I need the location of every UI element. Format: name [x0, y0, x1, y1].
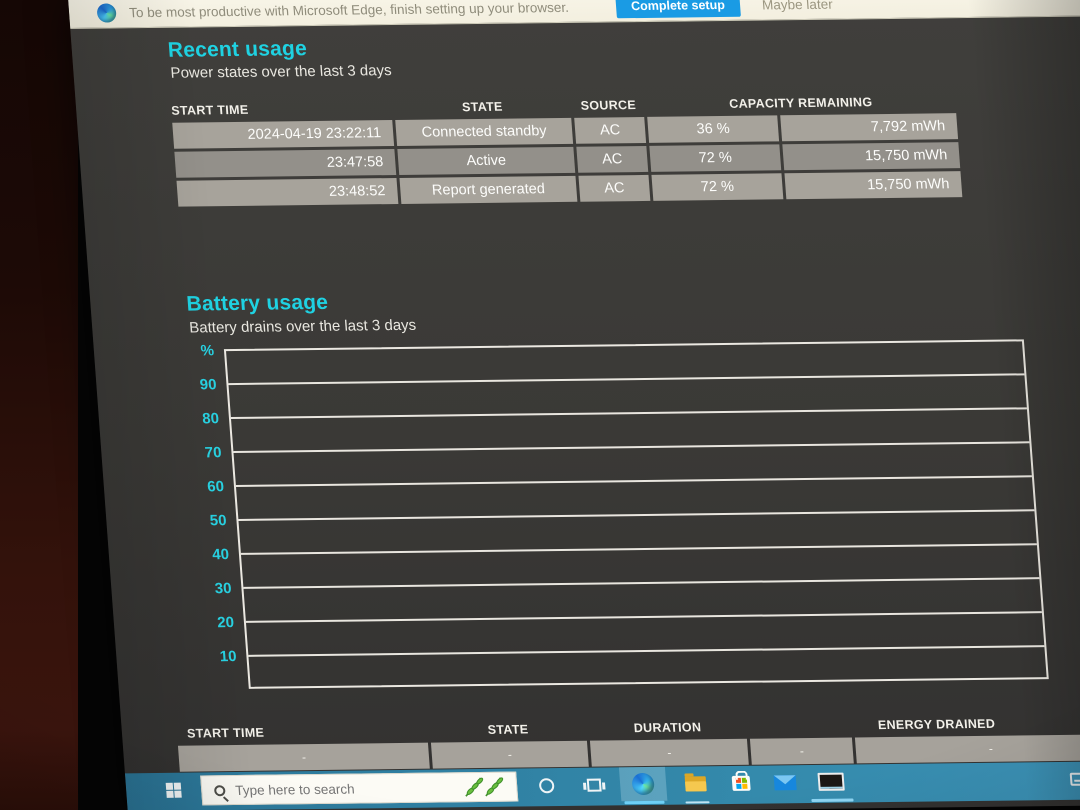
windows-logo-icon: [165, 782, 182, 798]
search-leaves-icon: [465, 777, 504, 797]
y-axis-label: 60: [206, 478, 225, 496]
table-cell: 36 %: [647, 115, 780, 143]
y-axis-label: 30: [214, 580, 233, 598]
col-header-state: STATE: [487, 722, 529, 737]
mail-button[interactable]: [763, 765, 807, 799]
y-axis-label: 10: [219, 647, 238, 666]
chart-gridline: [238, 509, 1035, 521]
table-cell: AC: [578, 174, 651, 202]
col-header-duration: DURATION: [633, 720, 702, 736]
y-axis-label: 50: [209, 512, 228, 530]
table-cell: 15,750 mWh: [784, 171, 963, 200]
touch-keyboard-icon: [1069, 772, 1080, 786]
table-cell: 7,792 mWh: [780, 113, 959, 142]
edge-notification-bar: To be most productive with Microsoft Edg…: [68, 0, 1080, 29]
y-axis-label: 70: [204, 444, 223, 462]
table-cell: 15,750 mWh: [782, 142, 961, 171]
table-cell: AC: [574, 116, 647, 144]
background-red-ambient: [0, 0, 78, 810]
app-window-icon: [817, 772, 845, 791]
table-cell: -: [177, 742, 430, 772]
battery-drain-chart: [223, 339, 1049, 689]
col-header-start-time: START TIME: [186, 725, 265, 741]
chart-gridline: [243, 577, 1040, 589]
store-icon: [731, 775, 751, 791]
y-axis-label: %: [200, 342, 215, 360]
table-cell: AC: [576, 145, 649, 173]
table-cell: -: [430, 740, 589, 769]
open-app-button[interactable]: [807, 764, 855, 799]
complete-setup-button[interactable]: Complete setup: [615, 0, 741, 19]
col-header-capacity-remaining: CAPACITY REMAINING: [728, 95, 873, 111]
start-button[interactable]: [155, 773, 191, 807]
cortana-icon: [538, 777, 555, 793]
battery-usage-subtitle: Battery drains over the last 3 days: [188, 316, 417, 337]
table-cell: -: [589, 738, 749, 767]
chart-gridline: [233, 441, 1030, 454]
search-icon: [213, 784, 226, 796]
mail-icon: [773, 774, 797, 790]
touch-keyboard-button[interactable]: [1060, 762, 1080, 796]
chart-gridline: [228, 373, 1025, 386]
table-cell: Active: [397, 146, 576, 175]
col-header-start-time: START TIME: [170, 102, 249, 118]
taskbar-search-box[interactable]: [200, 771, 519, 806]
task-view-button[interactable]: [573, 767, 615, 801]
notification-message: To be most productive with Microsoft Edg…: [128, 0, 570, 21]
table-cell: -: [749, 737, 854, 765]
explorer-running-indicator: [685, 801, 710, 804]
table-cell: -: [854, 734, 1080, 764]
y-axis-label: 40: [211, 546, 230, 564]
chart-gridline: [240, 543, 1037, 555]
chart-gridline: [230, 407, 1027, 420]
chart-gridline: [248, 645, 1045, 657]
store-button[interactable]: [719, 766, 763, 800]
file-explorer-icon: [684, 775, 707, 792]
cortana-button[interactable]: [525, 768, 567, 802]
maybe-later-link[interactable]: Maybe later: [761, 0, 834, 13]
monitor-screen: To be most productive with Microsoft Edg…: [68, 0, 1080, 810]
col-header-state: STATE: [461, 99, 504, 115]
col-header-energy-drained: ENERGY DRAINED: [877, 716, 996, 733]
power-states-table: START TIME STATE SOURCE CAPACITY REMAINI…: [170, 84, 963, 207]
y-axis-label: 20: [216, 614, 235, 632]
table-cell: 2024-04-19 23:22:11: [172, 120, 395, 149]
table-cell: 23:48:52: [176, 178, 399, 207]
edge-running-indicator: [624, 800, 665, 805]
table-cell: 72 %: [651, 173, 784, 201]
chart-gridline: [245, 611, 1042, 623]
y-axis-label: 90: [199, 376, 218, 394]
task-view-icon: [586, 778, 602, 792]
edge-icon: [631, 772, 655, 796]
file-explorer-button[interactable]: [673, 766, 717, 800]
recent-usage-title: Recent usage: [167, 37, 308, 62]
table-cell: 72 %: [649, 144, 782, 172]
col-header-source: SOURCE: [580, 98, 637, 113]
table-cell: Connected standby: [395, 117, 574, 146]
recent-usage-subtitle: Power states over the last 3 days: [169, 62, 393, 82]
table-cell: 23:47:58: [174, 149, 397, 178]
app-running-indicator: [811, 798, 854, 802]
search-input[interactable]: [234, 779, 463, 798]
windows-taskbar: [124, 760, 1080, 810]
y-axis-label: 80: [201, 410, 220, 428]
edge-logo-icon: [96, 3, 117, 23]
table-cell: Report generated: [399, 175, 578, 204]
chart-gridline: [235, 475, 1032, 487]
edge-taskbar-button[interactable]: [618, 766, 668, 802]
battery-usage-title: Battery usage: [185, 290, 329, 316]
